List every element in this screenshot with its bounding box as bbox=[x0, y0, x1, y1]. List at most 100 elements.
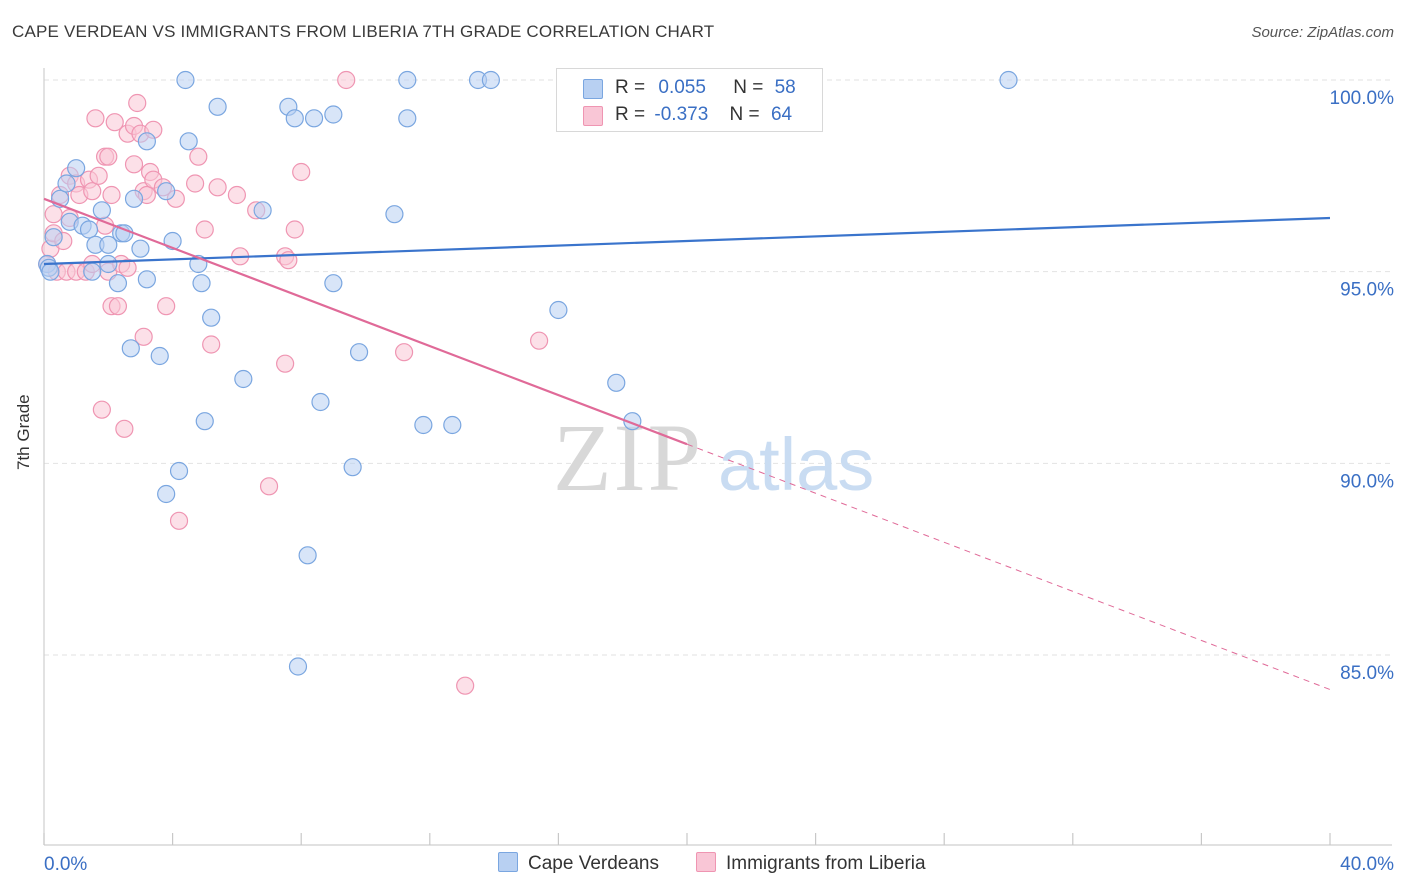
cape-verdean-point bbox=[150, 346, 169, 366]
legend-r-value: 0.055 bbox=[658, 77, 706, 98]
liberia-point bbox=[285, 220, 304, 239]
series-cape-verdeans bbox=[38, 70, 1018, 676]
chart-title: CAPE VERDEAN VS IMMIGRANTS FROM LIBERIA … bbox=[12, 22, 715, 41]
cape-verdean-point bbox=[137, 132, 156, 151]
cape-verdean-point bbox=[131, 239, 150, 258]
liberia-point bbox=[108, 297, 128, 316]
legend-r-label: R = bbox=[615, 104, 646, 125]
source-label: Source: ZipAtlas.com bbox=[1251, 24, 1394, 41]
liberia-point bbox=[189, 147, 208, 166]
liberia-point bbox=[89, 166, 108, 185]
cape-verdean-point bbox=[253, 201, 272, 220]
cape-verdean-point bbox=[157, 182, 176, 201]
liberia-point bbox=[157, 297, 176, 316]
y-tick-label: 90.0% bbox=[1340, 471, 1394, 492]
cape-verdean-point bbox=[192, 274, 211, 293]
cape-verdean-point bbox=[288, 657, 308, 676]
liberia-point bbox=[337, 70, 356, 90]
liberia-point bbox=[259, 477, 279, 496]
cape-verdean-point bbox=[285, 109, 304, 128]
liberia-point bbox=[99, 147, 118, 166]
liberia-point bbox=[124, 155, 144, 174]
cape-verdean-point bbox=[176, 70, 195, 90]
cape-verdean-trend-line bbox=[43, 216, 1331, 266]
liberia-point bbox=[202, 335, 221, 354]
cape-verdean-point bbox=[41, 262, 60, 281]
liberia-point bbox=[92, 400, 111, 419]
cape-verdean-point bbox=[324, 105, 343, 124]
liberia-point bbox=[292, 162, 311, 182]
x-tick-label: 40.0% bbox=[1340, 854, 1394, 875]
cape-verdean-point bbox=[999, 70, 1018, 90]
y-tick-label: 95.0% bbox=[1340, 280, 1394, 301]
cape-verdean-point bbox=[343, 458, 362, 477]
tick-labels: 100.0% 95.0% 90.0% 85.0% 0.0% 40.0% bbox=[44, 88, 1394, 875]
cape-verdean-point bbox=[108, 274, 128, 293]
liberia-point bbox=[44, 205, 63, 224]
cape-verdean-point bbox=[121, 339, 140, 358]
cape-verdean-point bbox=[202, 308, 221, 327]
legend-r-value: -0.373 bbox=[654, 104, 709, 125]
cape-verdean-point bbox=[195, 412, 214, 431]
y-axis-label: 7th Grade bbox=[14, 394, 33, 470]
liberia-point bbox=[102, 185, 121, 205]
liberia-point bbox=[276, 354, 295, 373]
liberia-point bbox=[456, 676, 475, 695]
cape-verdean-point bbox=[298, 546, 317, 565]
cape-verdean-point bbox=[99, 254, 118, 274]
gridlines bbox=[44, 79, 1392, 656]
legend-swatch-blue bbox=[583, 79, 603, 99]
cape-verdean-point bbox=[324, 274, 343, 293]
cape-verdean-point bbox=[234, 369, 253, 389]
cape-verdean-point bbox=[157, 484, 176, 504]
trend-lines bbox=[43, 197, 1331, 690]
bottom-legend-cape-verdeans: Cape Verdeans bbox=[498, 852, 659, 875]
liberia-point bbox=[186, 174, 205, 193]
legend-n-label: N = bbox=[729, 104, 760, 125]
x-tick-label: 0.0% bbox=[44, 854, 87, 875]
legend-swatch-pink bbox=[583, 106, 603, 126]
cape-verdean-point bbox=[208, 97, 227, 116]
cape-verdean-point bbox=[83, 262, 102, 281]
bottom-legend-label: Immigrants from Liberia bbox=[726, 853, 926, 874]
series-immigrants-from-liberia bbox=[38, 70, 549, 695]
axes bbox=[43, 68, 1392, 846]
legend-r-label: R = bbox=[615, 77, 646, 98]
cape-verdean-point bbox=[549, 300, 568, 320]
cape-verdean-point bbox=[398, 109, 417, 128]
liberia-point bbox=[530, 331, 549, 350]
liberia-point bbox=[115, 419, 134, 438]
liberia-point bbox=[128, 93, 147, 113]
liberia-trend-line bbox=[43, 197, 688, 446]
watermark-atlas: atlas bbox=[718, 423, 874, 506]
liberia-point bbox=[86, 109, 105, 128]
bottom-legend-swatch-pink bbox=[696, 852, 716, 872]
legend-n-label: N = bbox=[733, 77, 764, 98]
cape-verdean-point bbox=[67, 159, 86, 178]
liberia-point bbox=[83, 182, 102, 201]
bottom-legend-label: Cape Verdeans bbox=[528, 853, 659, 874]
liberia-point bbox=[105, 113, 124, 132]
legend-n-value: 64 bbox=[770, 104, 793, 125]
bottom-legend-swatch-blue bbox=[498, 852, 518, 872]
liberia-point bbox=[169, 511, 189, 530]
cape-verdean-point bbox=[304, 109, 324, 128]
cape-verdean-point bbox=[414, 415, 433, 435]
cape-verdean-point bbox=[124, 189, 144, 208]
cape-verdean-point bbox=[349, 343, 369, 362]
bottom-legend-immigrants-from-liberia: Immigrants from Liberia bbox=[696, 852, 926, 875]
cape-verdean-point bbox=[385, 205, 404, 224]
legend-n-value: 58 bbox=[774, 77, 796, 98]
cape-verdean-point bbox=[179, 132, 198, 151]
cape-verdean-point bbox=[79, 220, 99, 239]
liberia-point bbox=[195, 220, 214, 239]
cape-verdean-point bbox=[57, 174, 76, 193]
cape-verdean-point bbox=[99, 235, 118, 254]
liberia-point bbox=[134, 327, 153, 346]
cape-verdean-point bbox=[169, 461, 189, 481]
liberia-point bbox=[208, 178, 227, 197]
liberia-trend-extension bbox=[686, 443, 1331, 690]
cape-verdean-point bbox=[311, 392, 330, 412]
liberia-point bbox=[227, 185, 246, 205]
